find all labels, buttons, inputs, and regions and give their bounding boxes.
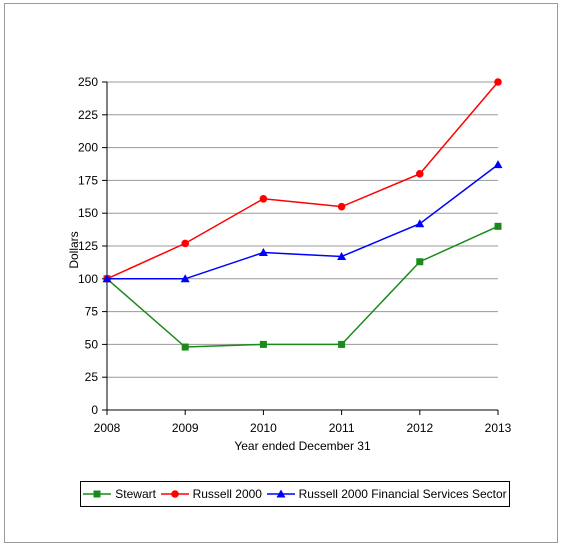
- x-tick-label-2011: 2011: [329, 421, 355, 435]
- series-2-point-2013: [493, 160, 503, 169]
- y-tick-label-100: 100: [78, 272, 98, 286]
- series-2-point-2012: [415, 219, 425, 228]
- x-tick-label-2013: 2013: [485, 421, 512, 435]
- series-1-line: [106, 81, 499, 280]
- series-2-point-2009: [180, 274, 190, 283]
- y-tick-label-0: 0: [91, 403, 98, 417]
- series-1-point-2010: [259, 194, 268, 203]
- series-2-point-2008: [102, 274, 112, 283]
- series-1-point-2011: [337, 202, 346, 211]
- legend-swatch-russell-2000-financial: [266, 489, 295, 498]
- x-tick-label-2010: 2010: [250, 421, 277, 435]
- series-0-point-2010: [259, 340, 267, 348]
- series-0: [103, 222, 502, 351]
- x-tick-label-2008: 2008: [94, 421, 121, 435]
- legend-swatch-russell-2000: [160, 490, 189, 498]
- y-tick-label-150: 150: [78, 206, 98, 220]
- series-0-point-2012: [416, 258, 424, 266]
- y-tick-label-75: 75: [85, 305, 99, 319]
- legend-label-russell-2000: Russell 2000: [192, 487, 262, 501]
- series-0-point-2013: [494, 222, 502, 230]
- legend-item-russell-2000: Russell 2000: [160, 487, 262, 501]
- series-2-point-2011: [337, 251, 347, 260]
- legend-label-stewart: Stewart: [115, 487, 156, 501]
- y-tick-label-175: 175: [78, 173, 98, 187]
- y-tick-label-225: 225: [78, 108, 98, 122]
- x-tick-label-2012: 2012: [406, 421, 433, 435]
- series-0-point-2009: [181, 343, 189, 351]
- series-2-point-2010: [258, 248, 268, 257]
- series-1-point-2013: [494, 78, 502, 86]
- legend-label-russell-2000-financial: Russell 2000 Financial Services Sector: [298, 487, 507, 501]
- legend-item-russell-2000-financial: Russell 2000 Financial Services Sector: [266, 487, 507, 501]
- series-1: [103, 78, 502, 283]
- series-lines: [102, 78, 503, 351]
- series-0-line: [106, 225, 499, 348]
- y-tick-label-200: 200: [78, 141, 98, 155]
- gridlines: [107, 81, 498, 378]
- series-0-point-2011: [338, 340, 346, 348]
- y-tick-labels: 0 25 50 75 100 125 150 175 200 225 250: [78, 75, 98, 417]
- y-tick-label-250: 250: [78, 75, 98, 89]
- y-axis-label: Dollars: [67, 231, 81, 268]
- y-tick-label-50: 50: [85, 337, 99, 351]
- series-2-line: [107, 164, 499, 280]
- y-tick-label-25: 25: [85, 370, 99, 384]
- y-tick-label-125: 125: [78, 239, 98, 253]
- series-2: [102, 160, 503, 283]
- x-axis-label: Year ended December 31: [234, 439, 371, 453]
- legend-item-stewart: Stewart: [83, 487, 156, 501]
- axes: [102, 81, 499, 415]
- legend-swatch-stewart: [83, 490, 112, 498]
- x-tick-label-2009: 2009: [172, 421, 199, 435]
- legend: Stewart Russell 2000 Russell 2000 Financ…: [80, 481, 510, 507]
- series-1-point-2009: [181, 239, 189, 248]
- chart-frame: [4, 3, 558, 543]
- x-tick-labels: 2008 2009 2010 2011 2012 2013: [94, 421, 512, 435]
- series-1-point-2012: [416, 170, 424, 178]
